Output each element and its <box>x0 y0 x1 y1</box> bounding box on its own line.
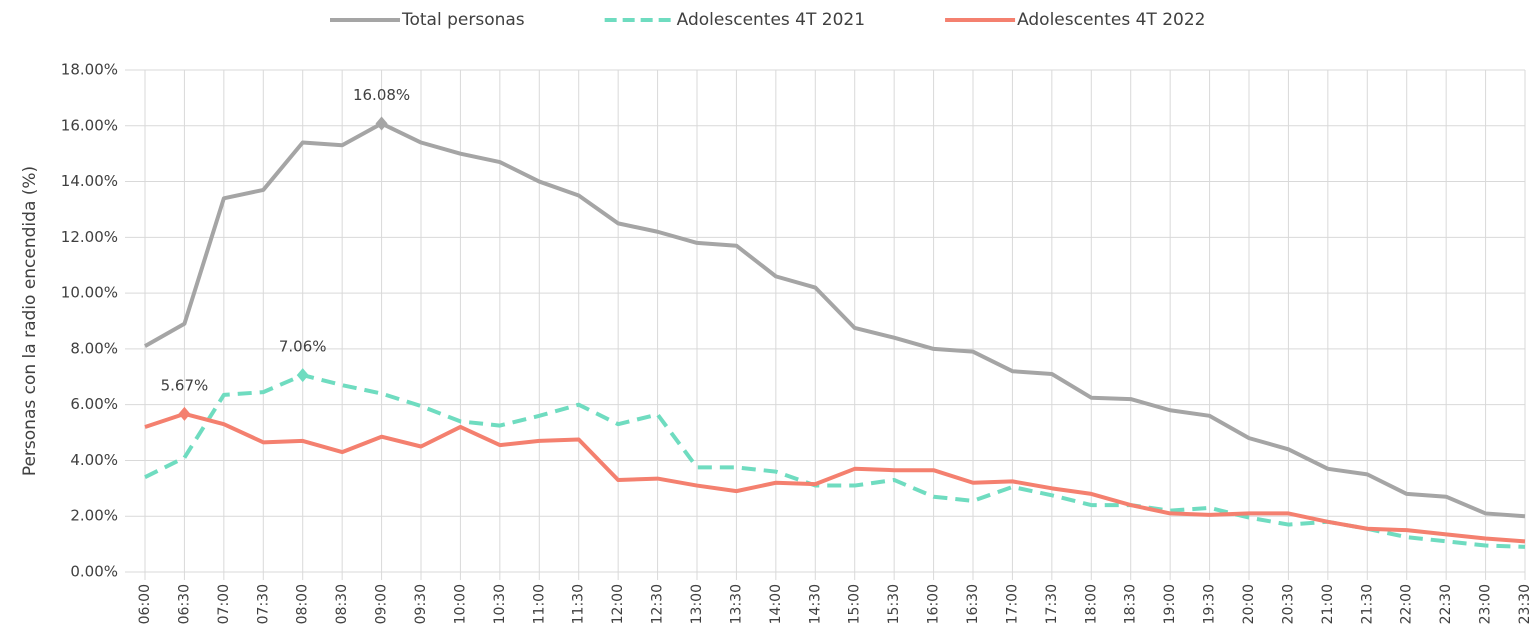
x-tick-label: 21:00 <box>1320 584 1336 624</box>
series-line <box>144 373 1526 549</box>
x-tick-label: 08:00 <box>295 584 311 624</box>
x-tick-label: 20:00 <box>1241 584 1257 624</box>
x-tick-label: 11:00 <box>531 584 547 624</box>
x-tick-label: 08:30 <box>334 584 350 624</box>
x-tick-label: 10:30 <box>492 584 508 624</box>
x-tick-label: 20:30 <box>1280 584 1296 624</box>
x-tick-label: 06:30 <box>176 584 192 624</box>
y-tick-label: 16.00% <box>61 116 118 134</box>
x-tick-label: 12:30 <box>650 584 666 624</box>
x-tick-label: 14:00 <box>768 584 784 624</box>
x-tick-label: 23:00 <box>1478 584 1494 624</box>
x-tick-label: 13:00 <box>689 584 705 624</box>
x-tick-label: 09:00 <box>374 584 390 624</box>
x-tick-label: 17:30 <box>1044 584 1060 624</box>
x-tick-label: 22:30 <box>1438 584 1454 624</box>
legend-label: Adolescentes 4T 2021 <box>677 10 865 30</box>
y-tick-label: 4.00% <box>70 451 118 469</box>
data-label: 16.08% <box>353 86 410 104</box>
x-tick-label: 13:30 <box>728 584 744 624</box>
point-marker <box>296 368 309 383</box>
y-tick-label: 10.00% <box>61 284 118 302</box>
x-tick-label: 19:00 <box>1162 584 1178 624</box>
y-axis-title: Personas con la radio encendida (%) <box>20 166 40 476</box>
x-tick-label: 21:30 <box>1359 584 1375 624</box>
x-tick-label: 09:30 <box>413 584 429 624</box>
x-tick-label: 15:30 <box>886 584 902 624</box>
x-tick-label: 10:00 <box>452 584 468 624</box>
x-tick-label: 12:00 <box>610 584 626 624</box>
x-tick-label: 18:30 <box>1123 584 1139 624</box>
y-tick-label: 0.00% <box>70 563 118 581</box>
x-tick-label: 18:00 <box>1083 584 1099 624</box>
y-tick-label: 6.00% <box>70 395 118 413</box>
x-tick-label: 23:30 <box>1517 584 1533 624</box>
point-marker <box>178 406 191 421</box>
data-label: 7.06% <box>279 338 327 356</box>
x-tick-label: 15:00 <box>847 584 863 624</box>
legend-label: Adolescentes 4T 2022 <box>1017 10 1205 30</box>
x-tick-label: 17:00 <box>1004 584 1020 624</box>
x-tick-label: 07:30 <box>255 584 271 624</box>
legend-label: Total personas <box>401 10 525 30</box>
x-tick-label: 11:30 <box>571 584 587 624</box>
y-tick-label: 2.00% <box>70 507 118 525</box>
x-tick-label: 19:30 <box>1202 584 1218 624</box>
point-marker <box>375 116 388 131</box>
x-tick-label: 16:30 <box>965 584 981 624</box>
y-tick-label: 18.00% <box>61 61 118 79</box>
series-line <box>144 411 1526 544</box>
data-label: 5.67% <box>161 376 209 394</box>
y-tick-label: 8.00% <box>70 339 118 357</box>
series-line <box>144 121 1526 519</box>
x-tick-label: 14:30 <box>807 584 823 624</box>
x-tick-label: 07:00 <box>216 584 232 624</box>
x-tick-label: 16:00 <box>926 584 942 624</box>
x-tick-label: 22:00 <box>1399 584 1415 624</box>
y-tick-label: 14.00% <box>61 172 118 190</box>
x-tick-label: 06:00 <box>137 584 153 624</box>
y-tick-label: 12.00% <box>61 228 118 246</box>
